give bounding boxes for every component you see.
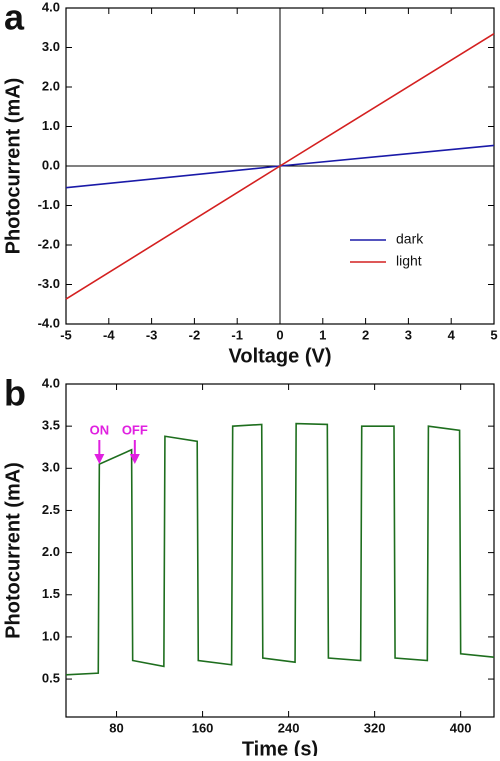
x-tick-label: 4 xyxy=(448,327,456,342)
x-tick-label: -1 xyxy=(231,327,243,342)
x-tick-label: 240 xyxy=(278,720,300,735)
x-tick-label: -4 xyxy=(103,327,115,342)
y-tick-label: 0.5 xyxy=(42,671,60,686)
panel-label: b xyxy=(4,373,26,414)
x-tick-label: 320 xyxy=(364,720,386,735)
y-axis-title: Photocurrent (mA) xyxy=(2,78,24,255)
y-axis-title: Photocurrent (mA) xyxy=(2,462,24,639)
x-axis-title: Voltage (V) xyxy=(229,345,332,367)
y-tick-label: -4.0 xyxy=(38,315,60,330)
legend-label: dark xyxy=(396,231,424,247)
x-tick-label: 1 xyxy=(319,327,326,342)
y-tick-label: -2.0 xyxy=(38,236,60,251)
annotation: OFF xyxy=(122,422,148,437)
x-tick-label: 0 xyxy=(276,327,283,342)
y-tick-label: 1.0 xyxy=(42,628,60,643)
y-tick-label: 2.0 xyxy=(42,78,60,93)
x-tick-label: 80 xyxy=(109,720,123,735)
y-tick-label: 3.0 xyxy=(42,460,60,475)
y-tick-label: 4.0 xyxy=(42,375,60,390)
x-tick-label: 400 xyxy=(450,720,472,735)
y-tick-label: 1.0 xyxy=(42,118,60,133)
y-tick-label: 2.0 xyxy=(42,544,60,559)
x-tick-label: 3 xyxy=(405,327,412,342)
y-tick-label: -1.0 xyxy=(38,197,60,212)
annotation: ON xyxy=(90,422,110,437)
annotation-arrowhead xyxy=(94,454,105,464)
x-tick-label: 5 xyxy=(490,327,497,342)
x-tick-label: -2 xyxy=(189,327,201,342)
y-tick-label: 4.0 xyxy=(42,0,60,14)
x-tick-label: 160 xyxy=(192,720,214,735)
data-line xyxy=(65,422,495,676)
plot-frame xyxy=(65,383,495,718)
annotation-arrowhead xyxy=(129,454,140,464)
data-line xyxy=(65,32,495,300)
y-tick-label: 2.5 xyxy=(42,502,60,517)
y-tick-label: 3.5 xyxy=(42,418,60,433)
x-axis-title: Time (s) xyxy=(242,738,318,756)
legend-label: light xyxy=(396,253,422,269)
y-tick-label: -3.0 xyxy=(38,276,60,291)
y-tick-label: 0.0 xyxy=(42,157,60,172)
panel-label: a xyxy=(4,0,25,38)
x-tick-label: -3 xyxy=(146,327,158,342)
y-tick-label: 3.0 xyxy=(42,39,60,54)
x-tick-label: -5 xyxy=(60,327,72,342)
x-tick-label: 2 xyxy=(362,327,369,342)
y-tick-label: 1.5 xyxy=(42,586,60,601)
